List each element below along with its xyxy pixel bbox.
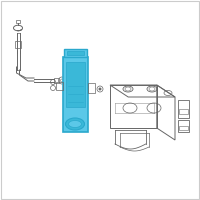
FancyBboxPatch shape — [67, 51, 84, 55]
FancyBboxPatch shape — [63, 57, 88, 132]
Circle shape — [99, 88, 101, 90]
FancyBboxPatch shape — [66, 62, 85, 107]
FancyBboxPatch shape — [64, 49, 87, 57]
Ellipse shape — [68, 120, 82, 128]
Ellipse shape — [66, 118, 84, 130]
